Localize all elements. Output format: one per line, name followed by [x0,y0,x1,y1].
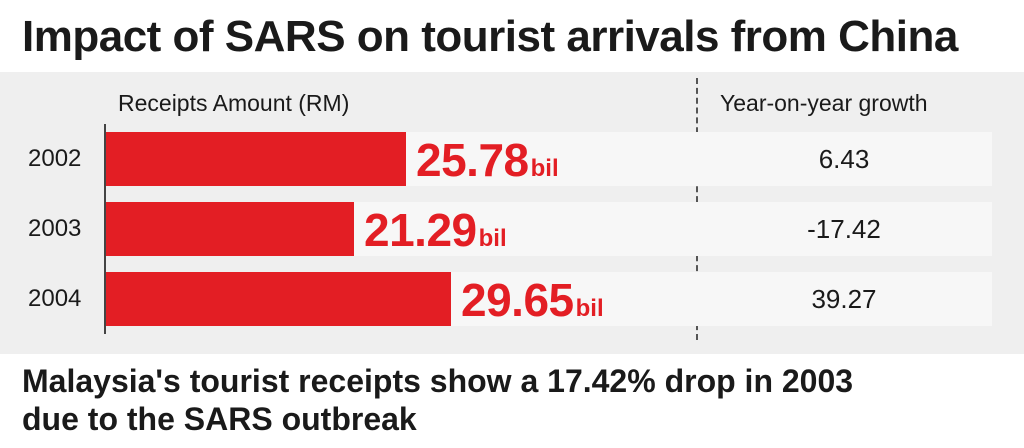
value-unit: bil [575,295,604,322]
chart-subtitle: Malaysia's tourist receipts show a 17.42… [22,362,1012,438]
bar-2002 [106,132,406,186]
category-label-2002: 2002 [28,145,82,172]
growth-value-2004: 39.27 [811,284,877,314]
subtitle-line-1: Malaysia's tourist receipts show a 17.42… [22,363,854,399]
category-label-2004: 2004 [28,285,82,312]
bar-2004 [106,272,451,326]
value-number: 21.29 [364,204,477,256]
growth-column-header: Year-on-year growth [720,90,928,116]
receipts-column-header: Receipts Amount (RM) [118,90,350,116]
bar-2003 [106,202,354,256]
chart-title: Impact of SARS on tourist arrivals from … [22,12,958,61]
category-label-2003: 2003 [28,215,82,242]
value-label-2002: 25.78bil [416,133,559,187]
value-unit: bil [478,225,507,252]
value-number: 25.78 [416,134,529,186]
value-label-2003: 21.29bil [364,203,507,257]
growth-value-2003: -17.42 [807,214,881,244]
value-unit: bil [530,155,559,182]
value-number: 29.65 [461,274,574,326]
subtitle-line-2: due to the SARS outbreak [22,401,417,437]
value-label-2004: 29.65bil [461,273,604,327]
category-axis-line [104,124,106,334]
growth-value-2002: 6.43 [818,144,870,174]
